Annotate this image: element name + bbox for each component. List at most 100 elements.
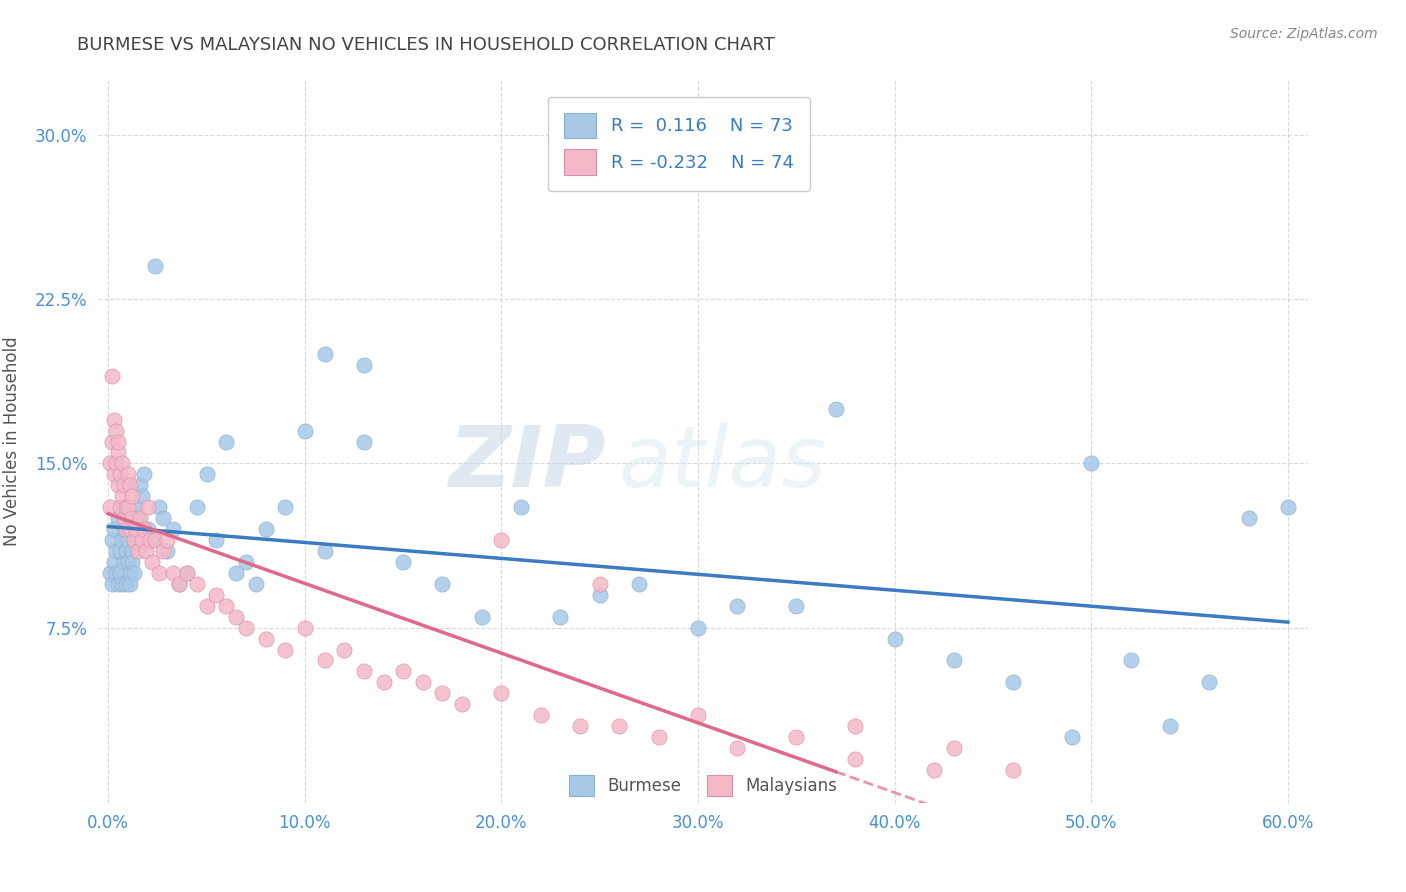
Point (103, 412, 125, 426)
Point (107, 478, 129, 492)
Point (105, 544, 128, 558)
Point (1277, 500, 1299, 515)
Point (135, 544, 157, 558)
Point (353, 665, 375, 679)
Point (1001, 763, 1024, 777)
Point (111, 489, 134, 503)
Point (131, 489, 153, 503)
Point (108, 500, 131, 515)
Point (108, 467, 131, 482)
Point (844, 752, 866, 766)
Point (141, 555, 163, 569)
Point (112, 522, 135, 536)
Point (1080, 457, 1102, 471)
Point (115, 522, 138, 536)
Point (205, 533, 228, 547)
Point (98, 500, 121, 515)
Point (569, 719, 592, 733)
Point (148, 500, 170, 515)
Point (254, 632, 277, 646)
Point (215, 599, 238, 613)
Point (125, 500, 148, 515)
Point (550, 609, 572, 624)
Text: BURMESE VS MALAYSIAN NO VEHICLES IN HOUSEHOLD CORRELATION CHART: BURMESE VS MALAYSIAN NO VEHICLES IN HOUS… (77, 36, 775, 54)
Point (176, 566, 198, 580)
Point (688, 708, 710, 723)
Point (942, 653, 965, 667)
Point (145, 260, 167, 274)
Point (725, 741, 748, 756)
Point (162, 566, 184, 580)
Point (101, 577, 124, 591)
Point (131, 533, 153, 547)
Point (117, 500, 139, 515)
Point (186, 577, 208, 591)
Point (121, 511, 143, 525)
Point (824, 401, 846, 416)
Point (125, 522, 148, 536)
Point (138, 533, 160, 547)
Point (491, 533, 513, 547)
Text: Source: ZipAtlas.com: Source: ZipAtlas.com (1230, 27, 1378, 41)
Point (127, 544, 149, 558)
Point (152, 511, 174, 525)
Point (117, 555, 139, 569)
Point (107, 511, 129, 525)
Point (115, 500, 138, 515)
Point (942, 741, 965, 756)
Point (121, 555, 143, 569)
Point (132, 522, 155, 536)
Point (235, 621, 257, 635)
Point (136, 500, 159, 515)
Point (294, 424, 316, 438)
Point (118, 522, 141, 536)
Point (314, 544, 336, 558)
Point (205, 588, 228, 602)
Point (167, 577, 190, 591)
Point (162, 522, 184, 536)
Point (148, 566, 170, 580)
Point (688, 621, 710, 635)
Point (628, 577, 651, 591)
Point (432, 686, 454, 700)
Point (274, 500, 297, 515)
Point (412, 675, 434, 690)
Point (152, 544, 174, 558)
Point (314, 347, 336, 361)
Point (107, 577, 129, 591)
Point (186, 500, 208, 515)
Point (353, 434, 375, 449)
Point (105, 566, 128, 580)
Point (1237, 511, 1260, 525)
Point (101, 368, 124, 383)
Point (128, 511, 150, 525)
Point (111, 457, 134, 471)
Point (471, 609, 494, 624)
Point (108, 566, 131, 580)
Point (353, 358, 375, 372)
Point (510, 500, 533, 515)
Point (392, 555, 415, 569)
Point (118, 478, 141, 492)
Point (432, 577, 454, 591)
Point (105, 457, 128, 471)
Y-axis label: No Vehicles in Household: No Vehicles in Household (3, 336, 21, 547)
Point (373, 675, 395, 690)
Point (141, 533, 163, 547)
Point (107, 445, 129, 459)
Point (115, 544, 138, 558)
Point (1159, 719, 1181, 733)
Point (725, 599, 748, 613)
Legend: Burmese, Malaysians: Burmese, Malaysians (555, 762, 851, 809)
Point (1198, 675, 1220, 690)
Point (118, 577, 141, 591)
Point (122, 566, 145, 580)
Point (195, 599, 218, 613)
Point (167, 577, 190, 591)
Point (589, 588, 612, 602)
Point (127, 511, 149, 525)
Point (107, 434, 129, 449)
Point (225, 566, 247, 580)
Point (1001, 675, 1024, 690)
Text: ZIP: ZIP (449, 422, 606, 505)
